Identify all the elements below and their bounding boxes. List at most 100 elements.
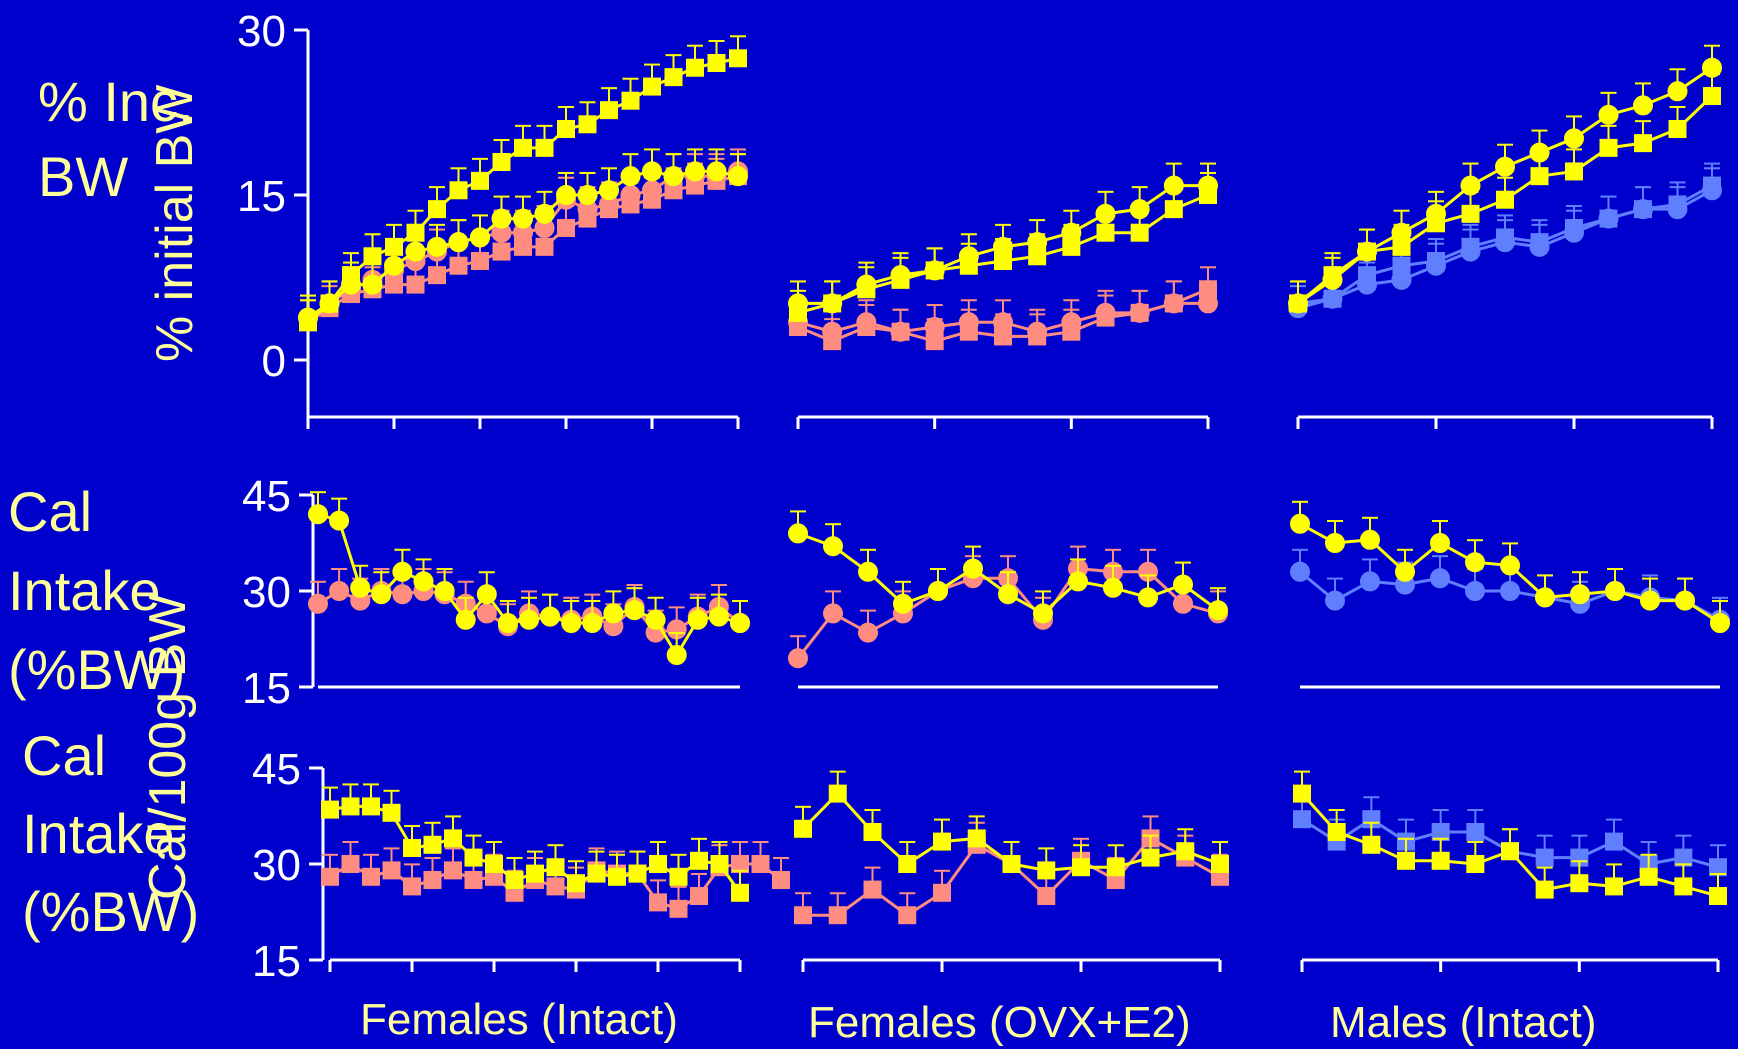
data-point-square (925, 261, 944, 280)
data-point-square (621, 195, 640, 214)
data-point-square (686, 58, 704, 77)
data-point-square (362, 867, 380, 886)
data-point-square (363, 247, 382, 266)
data-point-square (1674, 877, 1693, 896)
data-point-square (925, 332, 944, 351)
data-point-square (444, 861, 462, 880)
data-point-circle (329, 510, 350, 531)
data-point-square (514, 237, 532, 256)
data-point-square (1062, 237, 1081, 256)
data-point-square (1530, 233, 1549, 252)
data-point-square (1392, 256, 1411, 275)
data-point-square (707, 54, 726, 72)
data-point-square (823, 294, 842, 313)
data-point-circle (730, 613, 750, 633)
data-point-circle (329, 581, 350, 601)
data-point-square (1096, 308, 1115, 327)
data-point-square (789, 318, 807, 336)
data-point-square (1164, 294, 1183, 313)
data-point-circle (1465, 581, 1485, 601)
data-point-square (1427, 252, 1445, 270)
data-point-square (341, 855, 360, 873)
data-point-circle (392, 561, 413, 582)
data-point-square (1002, 855, 1021, 873)
data-point-square (1639, 867, 1658, 886)
data-point-circle (642, 161, 662, 182)
data-point-square (1431, 823, 1450, 841)
data-point-square (428, 266, 446, 285)
data-point-circle (823, 536, 843, 557)
data-point-square (772, 871, 790, 889)
data-point-circle (706, 161, 727, 182)
data-point-square (828, 784, 847, 803)
data-point-circle (470, 227, 490, 248)
data-point-square (403, 839, 421, 857)
data-point-circle (963, 558, 983, 579)
data-point-square (1072, 858, 1090, 877)
data-point-square (1703, 87, 1721, 105)
data-point-circle (1570, 584, 1590, 605)
data-point-square (621, 91, 640, 110)
data-point-circle (371, 584, 392, 605)
data-point-square (857, 318, 876, 336)
group-label-females-intact: Females (Intact) (360, 995, 678, 1044)
row3-title-line2: Intake (22, 802, 175, 865)
data-point-circle (448, 232, 469, 253)
data-point-circle (1535, 587, 1555, 608)
data-point-circle (1395, 561, 1415, 582)
data-point-square (643, 190, 661, 209)
data-point-circle (350, 577, 371, 598)
data-point-square (557, 219, 575, 237)
row1-title-line1: % Inc. (38, 70, 194, 133)
data-point-square (578, 115, 597, 134)
weight-females-intact-y-tick-label: 30 (237, 7, 286, 56)
data-point-circle (1103, 577, 1123, 598)
data-point-circle (1500, 581, 1520, 601)
data-point-square (1535, 880, 1554, 899)
data-point-square (994, 327, 1012, 346)
data-point-square (1668, 195, 1687, 214)
data-point-square (1501, 842, 1519, 861)
data-point-square (464, 848, 483, 867)
data-point-square (891, 322, 910, 341)
data-point-square (898, 906, 917, 925)
data-point-square (1599, 209, 1618, 228)
data-point-square (1028, 247, 1047, 266)
data-point-square (1199, 186, 1217, 204)
data-point-square (649, 893, 667, 912)
data-point-circle (308, 504, 328, 525)
data-point-square (1037, 861, 1056, 880)
data-point-circle (561, 613, 582, 633)
data-point-square (578, 209, 597, 228)
data-point-circle (341, 274, 361, 295)
data-point-square (994, 252, 1012, 270)
data-point-square (751, 855, 770, 873)
data-point-square (1130, 303, 1149, 322)
data-point-square (1634, 134, 1652, 153)
data-point-square (731, 883, 749, 902)
data-point-square (1466, 855, 1485, 873)
data-point-square (1535, 848, 1554, 867)
intake-square-females-intact-y-tick-label: 30 (252, 841, 301, 890)
data-point-square (1599, 138, 1618, 157)
data-point-circle (298, 307, 318, 328)
data-point-square (535, 138, 554, 157)
intake-square-females-intact-y-tick-label: 15 (252, 937, 301, 986)
data-point-square (967, 829, 986, 848)
data-point-circle (1605, 581, 1625, 601)
data-point-square (710, 855, 729, 873)
data-point-square (649, 855, 667, 873)
data-point-circle (392, 584, 413, 605)
data-point-circle (427, 236, 447, 257)
group-label-females-ovx: Females (OVX+E2) (808, 998, 1191, 1047)
data-point-square (643, 77, 661, 96)
data-point-circle (1598, 104, 1619, 125)
data-point-circle (893, 593, 913, 614)
data-point-circle (663, 166, 684, 187)
data-point-square (471, 252, 489, 270)
data-point-circle (1325, 590, 1345, 611)
row2-title-line1: Cal (8, 480, 93, 543)
data-point-circle (582, 613, 603, 633)
data-point-circle (599, 180, 619, 201)
